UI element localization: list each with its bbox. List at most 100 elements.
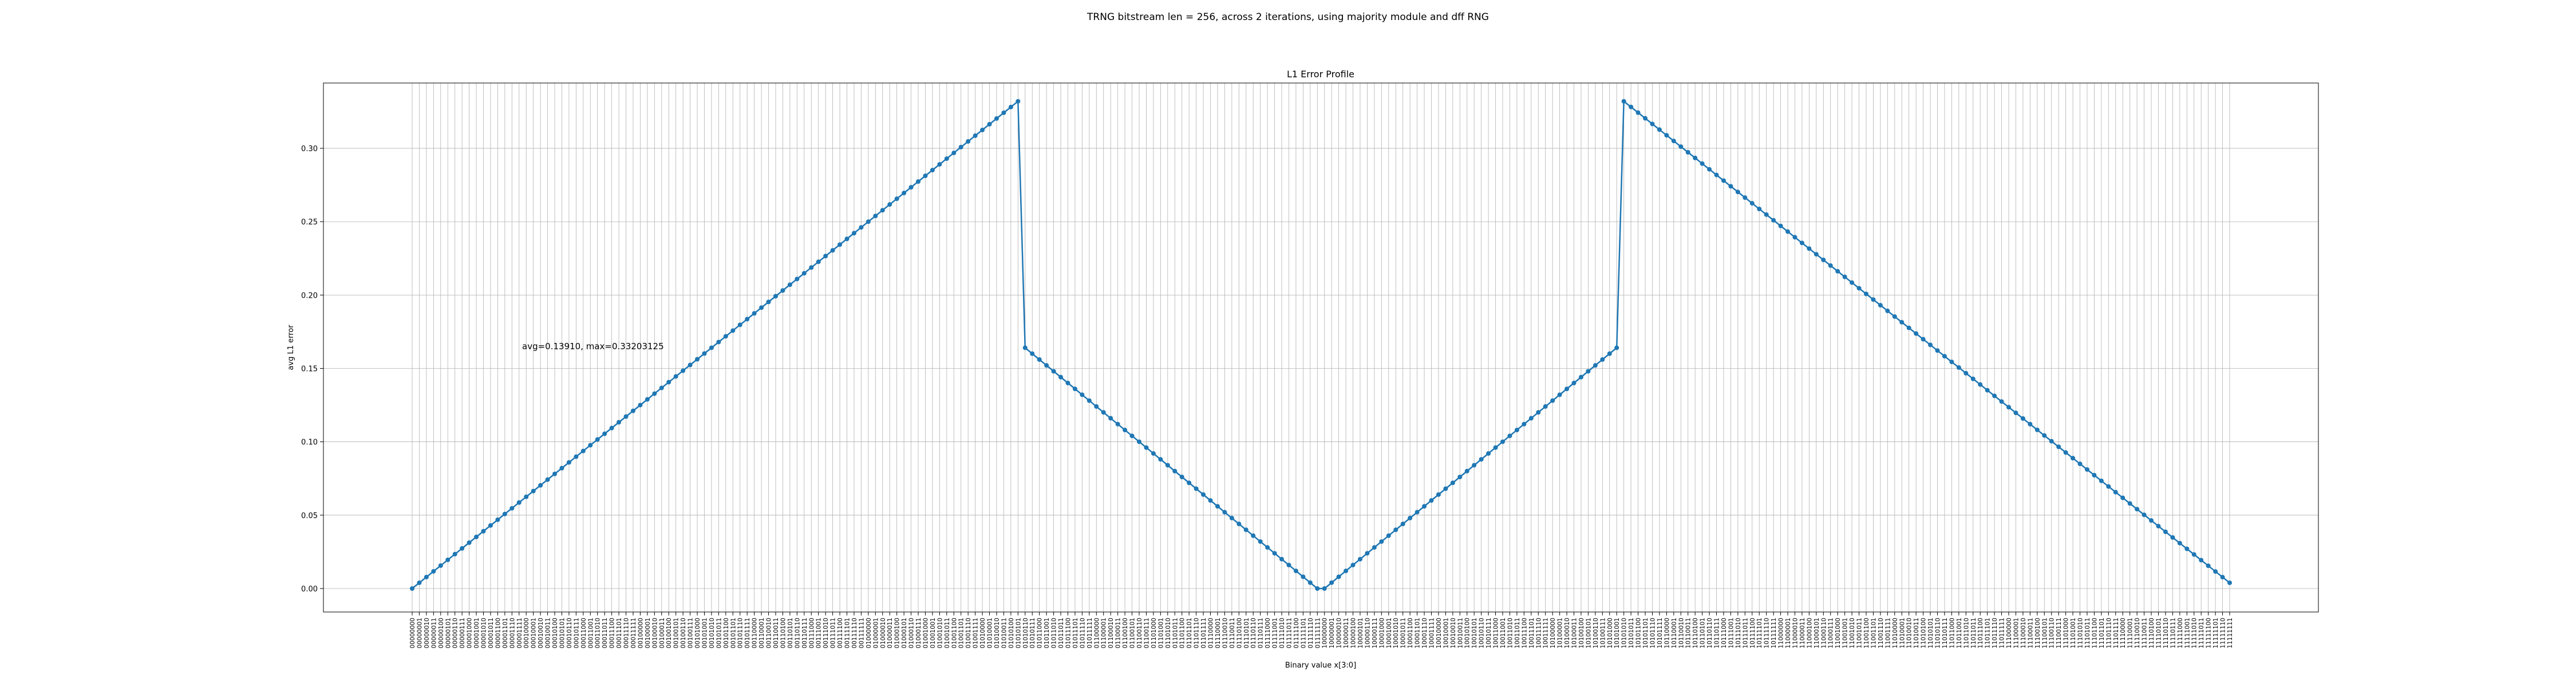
data-point [2163, 529, 2168, 534]
data-point [1593, 363, 1598, 368]
x-tick-label: 11011110 [1992, 618, 1998, 648]
data-point [645, 397, 650, 402]
x-tick-label: 01111110 [1307, 618, 1314, 648]
data-point [602, 431, 607, 436]
data-point [1707, 167, 1712, 172]
data-point [1022, 345, 1028, 350]
x-tick-label: 10111000 [1721, 618, 1728, 648]
data-point [1315, 586, 1320, 591]
data-point [1379, 539, 1384, 544]
data-point [866, 219, 871, 224]
y-tick-label: 0.05 [301, 512, 318, 520]
x-tick-label: 01110000 [1208, 618, 1215, 648]
x-tick-label: 11000100 [1806, 618, 1813, 648]
data-point [887, 202, 892, 207]
data-point [1657, 127, 1662, 132]
y-axis-label: avg L1 error [287, 325, 295, 370]
x-tick-label: 11110010 [2134, 618, 2141, 648]
x-tick-label: 11101110 [2105, 618, 2112, 648]
x-tick-label: 01110101 [1243, 618, 1250, 648]
data-point [588, 443, 593, 448]
data-point [481, 528, 486, 534]
y-tick-label: 0.15 [301, 365, 318, 374]
data-point [958, 145, 963, 150]
data-point [531, 488, 536, 493]
x-tick-label: 00111010 [823, 618, 829, 648]
data-point [1850, 280, 1855, 285]
data-point [1065, 381, 1070, 386]
x-tick-label: 10010011 [1457, 618, 1464, 648]
data-point [1864, 291, 1868, 297]
x-tick-label: 10001101 [1415, 618, 1421, 648]
x-tick-label: 11100101 [2041, 618, 2048, 648]
data-point [823, 254, 828, 259]
data-point [1635, 110, 1641, 115]
x-tick-label: 10110010 [1678, 618, 1685, 648]
x-tick-label: 01001111 [973, 618, 979, 648]
data-point [474, 534, 479, 539]
data-point [1685, 150, 1690, 155]
data-point [695, 357, 700, 362]
data-point [1336, 574, 1341, 579]
data-point [1357, 556, 1362, 562]
data-point [1436, 492, 1441, 497]
x-tick-label: 01101010 [1165, 618, 1172, 648]
data-point [1493, 445, 1498, 450]
data-point [1215, 504, 1220, 509]
plot-frame [323, 82, 2319, 613]
x-tick-label: 11001100 [1863, 618, 1870, 648]
data-point [452, 551, 457, 556]
data-point [1486, 451, 1491, 456]
x-tick-label: 00101011 [716, 618, 722, 648]
data-point [630, 408, 635, 413]
x-tick-label: 11001101 [1870, 618, 1877, 648]
data-point [2049, 439, 2054, 444]
x-tick-label: 10110110 [1706, 618, 1713, 648]
data-point [766, 299, 771, 305]
x-tick-label: 11010111 [1942, 618, 1949, 648]
data-point [973, 133, 978, 139]
data-point [1350, 562, 1356, 567]
data-point [524, 494, 529, 499]
data-point [1963, 370, 1969, 376]
data-point [1978, 382, 1983, 387]
x-tick-label: 00101010 [709, 618, 716, 648]
x-tick-label: 10101100 [1635, 618, 1642, 648]
data-point [1514, 428, 1519, 433]
x-tick-label: 01111101 [1300, 618, 1307, 648]
x-tick-label: 10001100 [1407, 618, 1414, 648]
data-point [2170, 535, 2175, 540]
data-point [1072, 386, 1077, 392]
x-tick-label: 00100101 [673, 618, 680, 648]
data-point [467, 540, 472, 545]
data-point [2063, 450, 2068, 455]
data-point [1728, 184, 1733, 189]
data-point [1386, 533, 1391, 538]
data-point [595, 437, 600, 442]
data-point [424, 574, 429, 579]
x-tick-label: 01101000 [1151, 618, 1157, 648]
data-point [987, 122, 992, 127]
data-point [2092, 472, 2097, 477]
x-tick-label: 00110000 [752, 618, 758, 648]
x-tick-label: 01010110 [1022, 618, 1029, 648]
x-tick-label: 00100010 [651, 618, 658, 648]
data-point [1536, 410, 1541, 415]
x-tick-label: 00001010 [481, 618, 488, 648]
x-tick-label: 11100011 [2027, 618, 2034, 648]
x-tick-label: 01001001 [930, 618, 937, 648]
x-tick-label: 01101110 [1194, 618, 1200, 648]
data-point [1030, 351, 1035, 356]
data-point [1928, 342, 1933, 348]
data-point [1179, 475, 1184, 480]
x-tick-label: 01010100 [1008, 618, 1015, 648]
x-tick-label: 11001010 [1849, 618, 1856, 648]
y-axis-ticks: 0.00 0.05 0.10 0.15 0.20 0.25 0.30 [301, 145, 323, 594]
x-tick-label: 10010111 [1485, 618, 1492, 648]
x-tick-label: 10000001 [1329, 618, 1336, 648]
data-point [702, 351, 707, 356]
x-tick-label: 10000100 [1350, 618, 1357, 648]
x-tick-label: 00011101 [616, 618, 623, 648]
x-tick-label: 00100110 [680, 618, 687, 648]
x-tick-label: 10011110 [1535, 618, 1542, 648]
